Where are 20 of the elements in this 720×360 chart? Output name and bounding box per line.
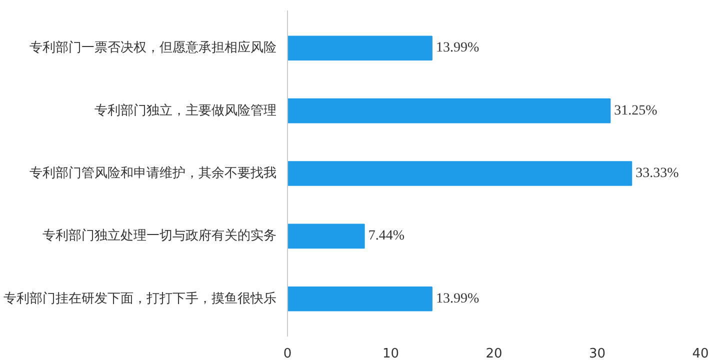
y-tick-label: 专利部门管风险和申请维护，其余不要找我 <box>30 165 276 181</box>
y-tick-label: 专利部门挂在研发下面，打打下手，摸鱼很快乐 <box>4 290 276 306</box>
x-tick-label: 20 <box>486 346 502 360</box>
x-tick-label: 0 <box>283 346 292 360</box>
data-label: 31.25% <box>614 103 658 118</box>
bar <box>288 224 365 249</box>
data-label: 33.33% <box>636 166 680 181</box>
bar <box>288 161 632 186</box>
x-tick-label: 10 <box>382 346 400 360</box>
data-label: 13.99% <box>436 291 480 306</box>
data-label: 13.99% <box>436 40 480 56</box>
bar <box>288 98 611 124</box>
y-tick-label: 专利部门一票否决权，但愿意承担相应风险 <box>30 40 276 56</box>
x-tick-label: 30 <box>588 346 606 360</box>
data-label: 7.44% <box>368 228 405 244</box>
bar <box>288 286 432 312</box>
bar <box>288 36 432 61</box>
y-tick-label: 专利部门独立处理一切与政府有关的实务 <box>42 228 276 244</box>
y-tick-label: 专利部门独立，主要做风险管理 <box>94 102 276 118</box>
x-tick-label: 40 <box>692 346 709 360</box>
